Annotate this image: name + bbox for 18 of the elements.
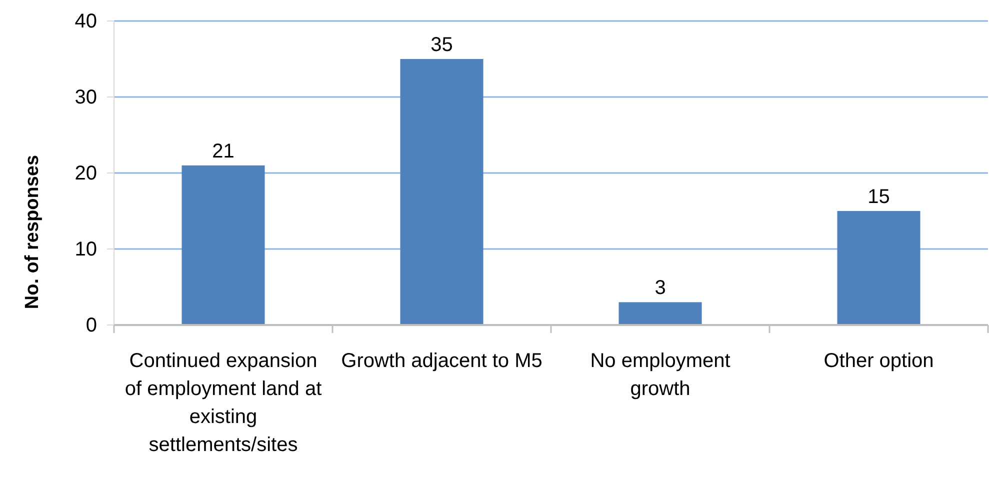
bar xyxy=(837,211,920,325)
x-tick-label: No employment growth xyxy=(590,350,731,400)
y-tick-label: 20 xyxy=(74,162,97,184)
data-label: 3 xyxy=(654,277,666,300)
data-label: 35 xyxy=(430,34,453,56)
data-label: 21 xyxy=(212,140,234,162)
y-axis-title: No. of responses xyxy=(22,154,43,310)
y-tick-label: 40 xyxy=(74,10,97,32)
x-tick-label: Continued expansion of employment land at existing settlements/sites xyxy=(124,350,322,456)
bar xyxy=(400,59,484,325)
x-tick-label: Growth adjacent to M5 xyxy=(341,350,542,372)
y-tick-label: 30 xyxy=(74,86,97,108)
data-label: 15 xyxy=(868,186,890,208)
bar xyxy=(182,165,265,325)
x-tick-label: Other option xyxy=(824,350,934,372)
bar xyxy=(618,302,702,325)
y-tick-label: 10 xyxy=(74,238,97,260)
y-tick-label: 0 xyxy=(86,314,97,336)
